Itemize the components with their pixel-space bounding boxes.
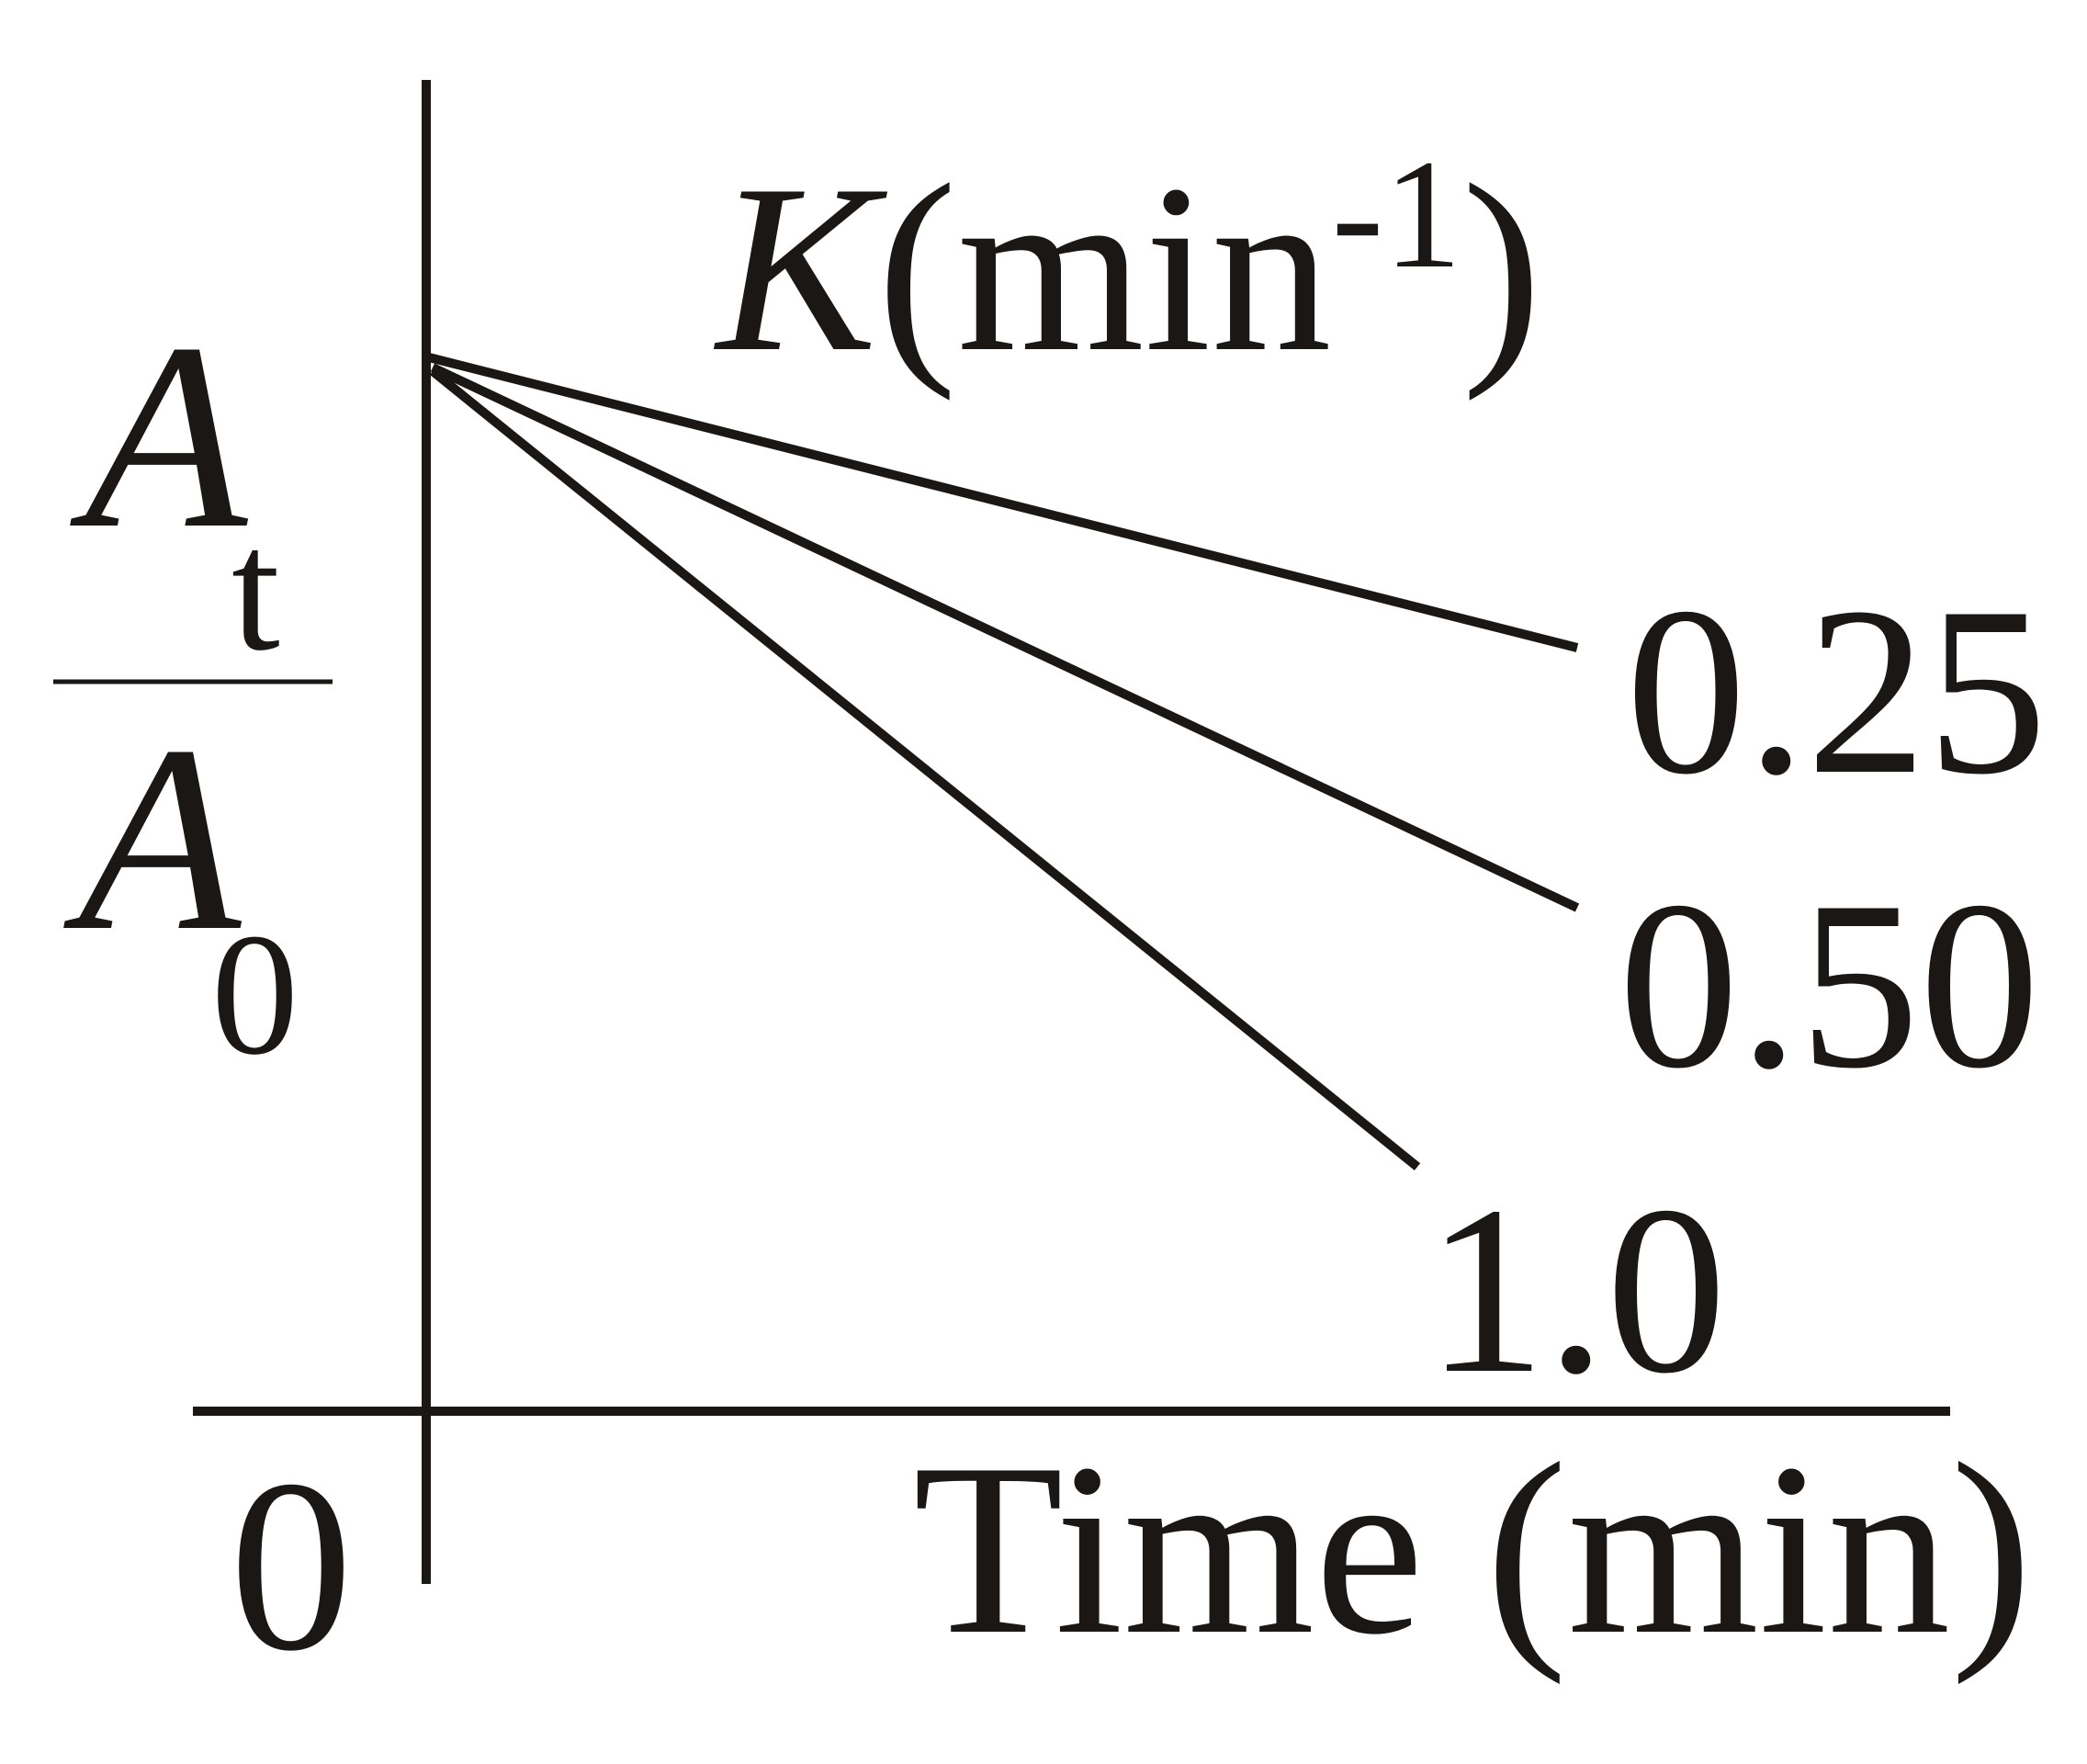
legend-close: )	[1461, 135, 1541, 401]
y-denominator: A	[62, 691, 244, 986]
y-numerator-subscript: t	[231, 494, 280, 687]
legend-title: K(min-1)	[713, 128, 1542, 401]
origin-label: 0	[230, 1429, 353, 1702]
curve-label: 1.0	[1426, 1157, 1727, 1423]
curve-line	[430, 363, 1580, 912]
y-numerator: A	[68, 288, 251, 583]
curve-label: 0.25	[1626, 558, 2048, 824]
legend-unit: (min	[877, 135, 1332, 401]
curve-line	[427, 353, 1579, 652]
legend-exponent: -1	[1332, 128, 1462, 300]
curve-line	[429, 368, 1421, 1170]
y-denominator-subscript: 0	[211, 899, 299, 1091]
curve-label: 0.50	[1619, 852, 2040, 1118]
legend-symbol: K	[713, 135, 889, 401]
x-axis-label: Time (min)	[913, 1412, 2033, 1686]
